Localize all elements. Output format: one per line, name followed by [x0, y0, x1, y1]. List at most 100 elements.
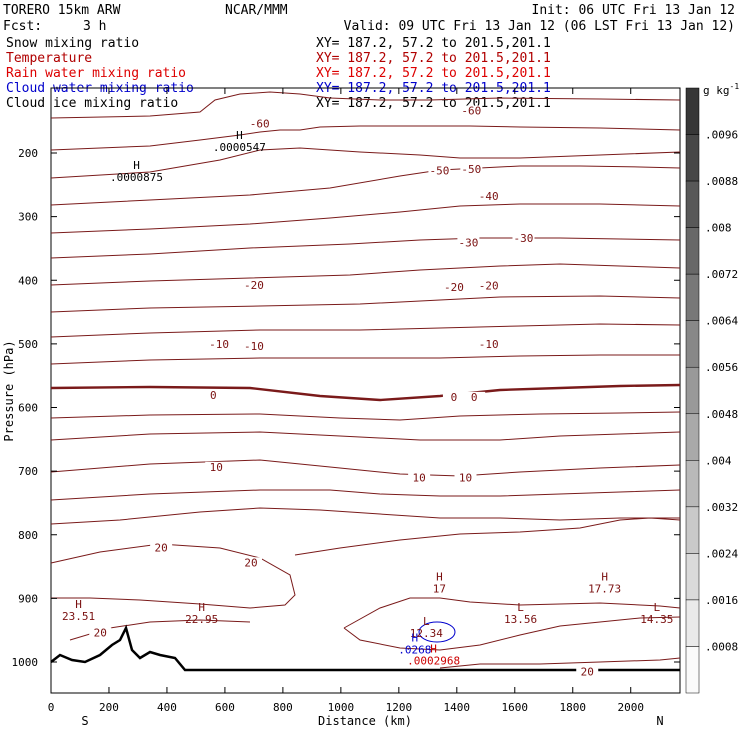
contour-label: -20 — [479, 280, 499, 293]
colorbar-tick-label: .004 — [705, 454, 732, 467]
contour-label-bg — [477, 339, 500, 351]
colorbar-tick-label: .0016 — [705, 594, 738, 607]
contour-20 — [50, 543, 296, 609]
contour-label-bg — [205, 461, 228, 473]
extremum-type: H — [436, 571, 443, 584]
x-tick-label: 1200 — [386, 701, 413, 714]
x-axis: 0 200 400 600 800 1000 1200 1400 1600 1800 2000 — [48, 88, 644, 714]
y-tick-label: 500 — [18, 338, 38, 351]
colorbar-band — [685, 180, 700, 228]
x-tick-label: 1400 — [444, 701, 471, 714]
contour-20-bottom — [439, 657, 681, 669]
contour-label: -60 — [461, 105, 481, 118]
colorbar: .0096 .0088 .008 .0072 .0064 .0056 .0048 .004 .0… — [685, 87, 738, 694]
x-tick-label: 1000 — [328, 701, 355, 714]
contour-inner-L-bottom — [343, 616, 681, 651]
legend-rain-xy: XY= 187.2, 57.2 to 201.5,201.1 — [316, 66, 551, 81]
temperature-contours — [50, 91, 681, 669]
contour-label-bg — [457, 237, 480, 249]
valid-time: Valid: 09 UTC Fri 13 Jan 12 (06 LST Fri … — [344, 19, 735, 34]
y-tick-label: 200 — [18, 147, 38, 160]
field-legend: Snow mixing ratio XY= 187.2, 57.2 to 201… — [6, 36, 551, 111]
contour-label: -10 — [479, 338, 499, 351]
init-time: Init: 06 UTC Fri 13 Jan 12 — [532, 3, 736, 18]
contour-label-bg — [202, 389, 225, 401]
legend-temperature-xy: XY= 187.2, 57.2 to 201.5,201.1 — [316, 51, 551, 66]
contour-label: 20 — [155, 542, 168, 555]
contour-label-bg — [240, 557, 263, 569]
contour-label-bg — [208, 339, 231, 351]
colorbar-unit-text: g kg — [703, 84, 730, 97]
extremum-type: H — [411, 632, 418, 645]
contour-label: 10 — [412, 472, 425, 485]
extremum-type: L — [653, 601, 660, 614]
colorbar-tick-label: .0056 — [705, 361, 738, 374]
x-tick-label: 1600 — [502, 701, 529, 714]
colorbar-band — [685, 646, 700, 694]
y-tick-label: 900 — [18, 592, 38, 605]
extremum-type: H — [236, 129, 243, 142]
contour-label-bg — [428, 165, 451, 177]
contour-label: 0 — [210, 389, 217, 402]
extremum-type: H — [198, 601, 205, 614]
contour-8 — [50, 431, 681, 441]
extremum-value: 23.51 — [62, 610, 95, 623]
contour-12 — [50, 489, 681, 501]
colorbar-tick-label: .0048 — [705, 408, 738, 421]
contour-top — [50, 91, 681, 119]
legend-xy-top: XY= 187.2, 57.2 to 201.5,201.1 — [316, 36, 551, 51]
contour-label: -10 — [244, 340, 264, 353]
contour-label: -50 — [429, 164, 449, 177]
legend-snow: Snow mixing ratio — [6, 36, 139, 51]
contour-label: 20 — [244, 556, 257, 569]
colorbar-band — [685, 134, 700, 182]
contour-15 — [50, 507, 680, 525]
forecast-label: Fcst: — [3, 19, 42, 34]
contour-label: -30 — [514, 232, 534, 245]
contour-labels: -60 -60 -50 -50 -40 -30 -30 -20 -20 -20 -10 -10 -10 0… — [89, 105, 599, 679]
contour-label-bg — [512, 232, 535, 244]
contour-zero — [50, 383, 681, 402]
contour-5 — [50, 411, 681, 421]
contour-label: 0 — [471, 391, 478, 404]
extremum-value: 12.34 — [410, 627, 443, 640]
contour-label: -20 — [244, 279, 264, 292]
contour-label-bg — [460, 164, 483, 176]
contour-minus-30 — [50, 263, 681, 286]
contour-label: -50 — [461, 163, 481, 176]
contour-label-bg — [463, 391, 486, 403]
y-tick-label: 600 — [18, 402, 38, 415]
contour-label-bg — [150, 542, 173, 554]
contour-label-bg — [248, 118, 271, 130]
extremum-type: H — [75, 598, 82, 611]
contour-label-bg — [477, 190, 500, 202]
colorbar-band — [685, 273, 700, 321]
x-tick-label: 400 — [157, 701, 177, 714]
colorbar-tick-label: .008 — [705, 222, 732, 235]
x-tick-label: 600 — [215, 701, 235, 714]
colorbar-tick-label: .0032 — [705, 501, 738, 514]
contour-label-bg — [89, 627, 112, 639]
contour-label-bg — [477, 280, 500, 292]
colorbar-tick-label: .0064 — [705, 315, 738, 328]
colorbar-band — [685, 320, 700, 368]
colorbar-band — [685, 506, 700, 554]
extrema-markers: H.0000547H.0000875H17H17.73H23.51H22.95L… — [62, 129, 673, 667]
extremum-value: 14.35 — [640, 613, 673, 626]
cloud-water-contour — [418, 621, 456, 643]
x-tick-label: 0 — [48, 701, 55, 714]
north-endpoint: N — [656, 714, 663, 728]
extremum-type: L — [423, 615, 430, 628]
contour-label: -40 — [479, 190, 499, 203]
contour-minus-45 — [50, 203, 681, 234]
contour-label-bg — [442, 391, 465, 403]
contour-label: 10 — [459, 472, 472, 485]
colorbar-band — [685, 553, 700, 601]
colorbar-tick-label: .0008 — [705, 640, 738, 653]
contour-label: 20 — [94, 626, 107, 639]
colorbar-band — [685, 413, 700, 461]
extremum-type: H — [133, 159, 140, 172]
extremum-value: 17 — [433, 583, 446, 596]
